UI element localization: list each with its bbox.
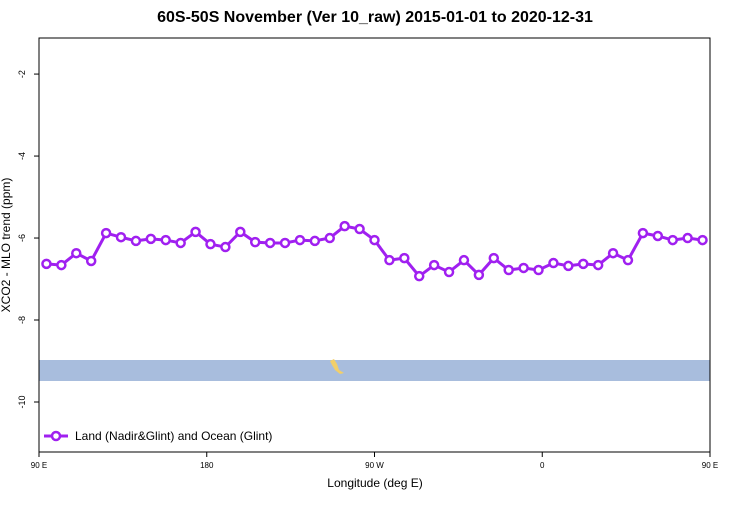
chart-title: 60S-50S November (Ver 10_raw) 2015-01-01… <box>157 9 593 26</box>
map-strip <box>39 360 710 381</box>
y-tick-label: -4 <box>17 152 27 160</box>
data-point <box>443 266 455 278</box>
data-point <box>324 232 336 244</box>
data-point <box>160 234 171 246</box>
data-point <box>518 262 529 274</box>
data-point <box>607 247 619 259</box>
data-point <box>413 270 425 282</box>
data-point <box>622 254 634 266</box>
series-line <box>46 224 703 279</box>
data-point <box>294 234 306 246</box>
data-point <box>578 258 589 270</box>
y-tick-label: -10 <box>17 395 27 408</box>
data-point <box>667 234 678 246</box>
land-mass <box>330 359 344 374</box>
data-point <box>458 254 470 266</box>
data-point <box>130 235 142 247</box>
data-point <box>399 252 410 264</box>
data-point <box>652 230 664 242</box>
data-point <box>548 257 559 269</box>
data-point <box>533 264 544 276</box>
data-point <box>279 237 291 249</box>
data-point <box>354 223 365 235</box>
x-axis-label: Longitude (deg E) <box>327 476 422 490</box>
y-tick-label: -8 <box>17 316 27 324</box>
x-tick-label: 180 <box>200 461 214 470</box>
data-point <box>220 241 231 253</box>
legend-label: Land (Nadir&Glint) and Ocean (Glint) <box>75 429 272 443</box>
data-point <box>503 264 514 276</box>
x-tick-label: 90 W <box>365 461 384 470</box>
data-point <box>309 235 321 247</box>
data-point <box>41 258 52 270</box>
legend-marker <box>50 430 62 442</box>
y-tick-label: -6 <box>17 234 27 242</box>
data-point <box>384 254 395 266</box>
data-point <box>56 259 67 271</box>
data-point <box>488 252 500 264</box>
data-point <box>682 232 693 244</box>
data-point <box>235 226 246 238</box>
data-point <box>100 227 112 239</box>
x-tick-label: 90 E <box>702 461 718 470</box>
data-point <box>428 259 440 271</box>
data-point <box>637 227 649 239</box>
data-point <box>592 259 604 271</box>
data-point <box>339 220 350 232</box>
data-point <box>85 255 97 267</box>
x-tick-label: 0 <box>540 461 545 470</box>
data-point <box>563 260 574 272</box>
data-point <box>71 247 82 259</box>
y-tick-label: -2 <box>17 70 27 78</box>
data-point <box>205 238 216 250</box>
data-point <box>264 237 276 249</box>
data-point <box>115 231 127 243</box>
y-axis-label: XCO2 - MLO trend (ppm) <box>0 178 13 313</box>
data-point <box>145 233 157 245</box>
data-point <box>697 234 708 246</box>
data-point <box>249 236 261 248</box>
data-point <box>473 269 485 281</box>
data-point <box>190 226 201 238</box>
data-point <box>369 234 380 246</box>
x-tick-label: 90 E <box>31 461 47 470</box>
data-point <box>175 237 186 249</box>
